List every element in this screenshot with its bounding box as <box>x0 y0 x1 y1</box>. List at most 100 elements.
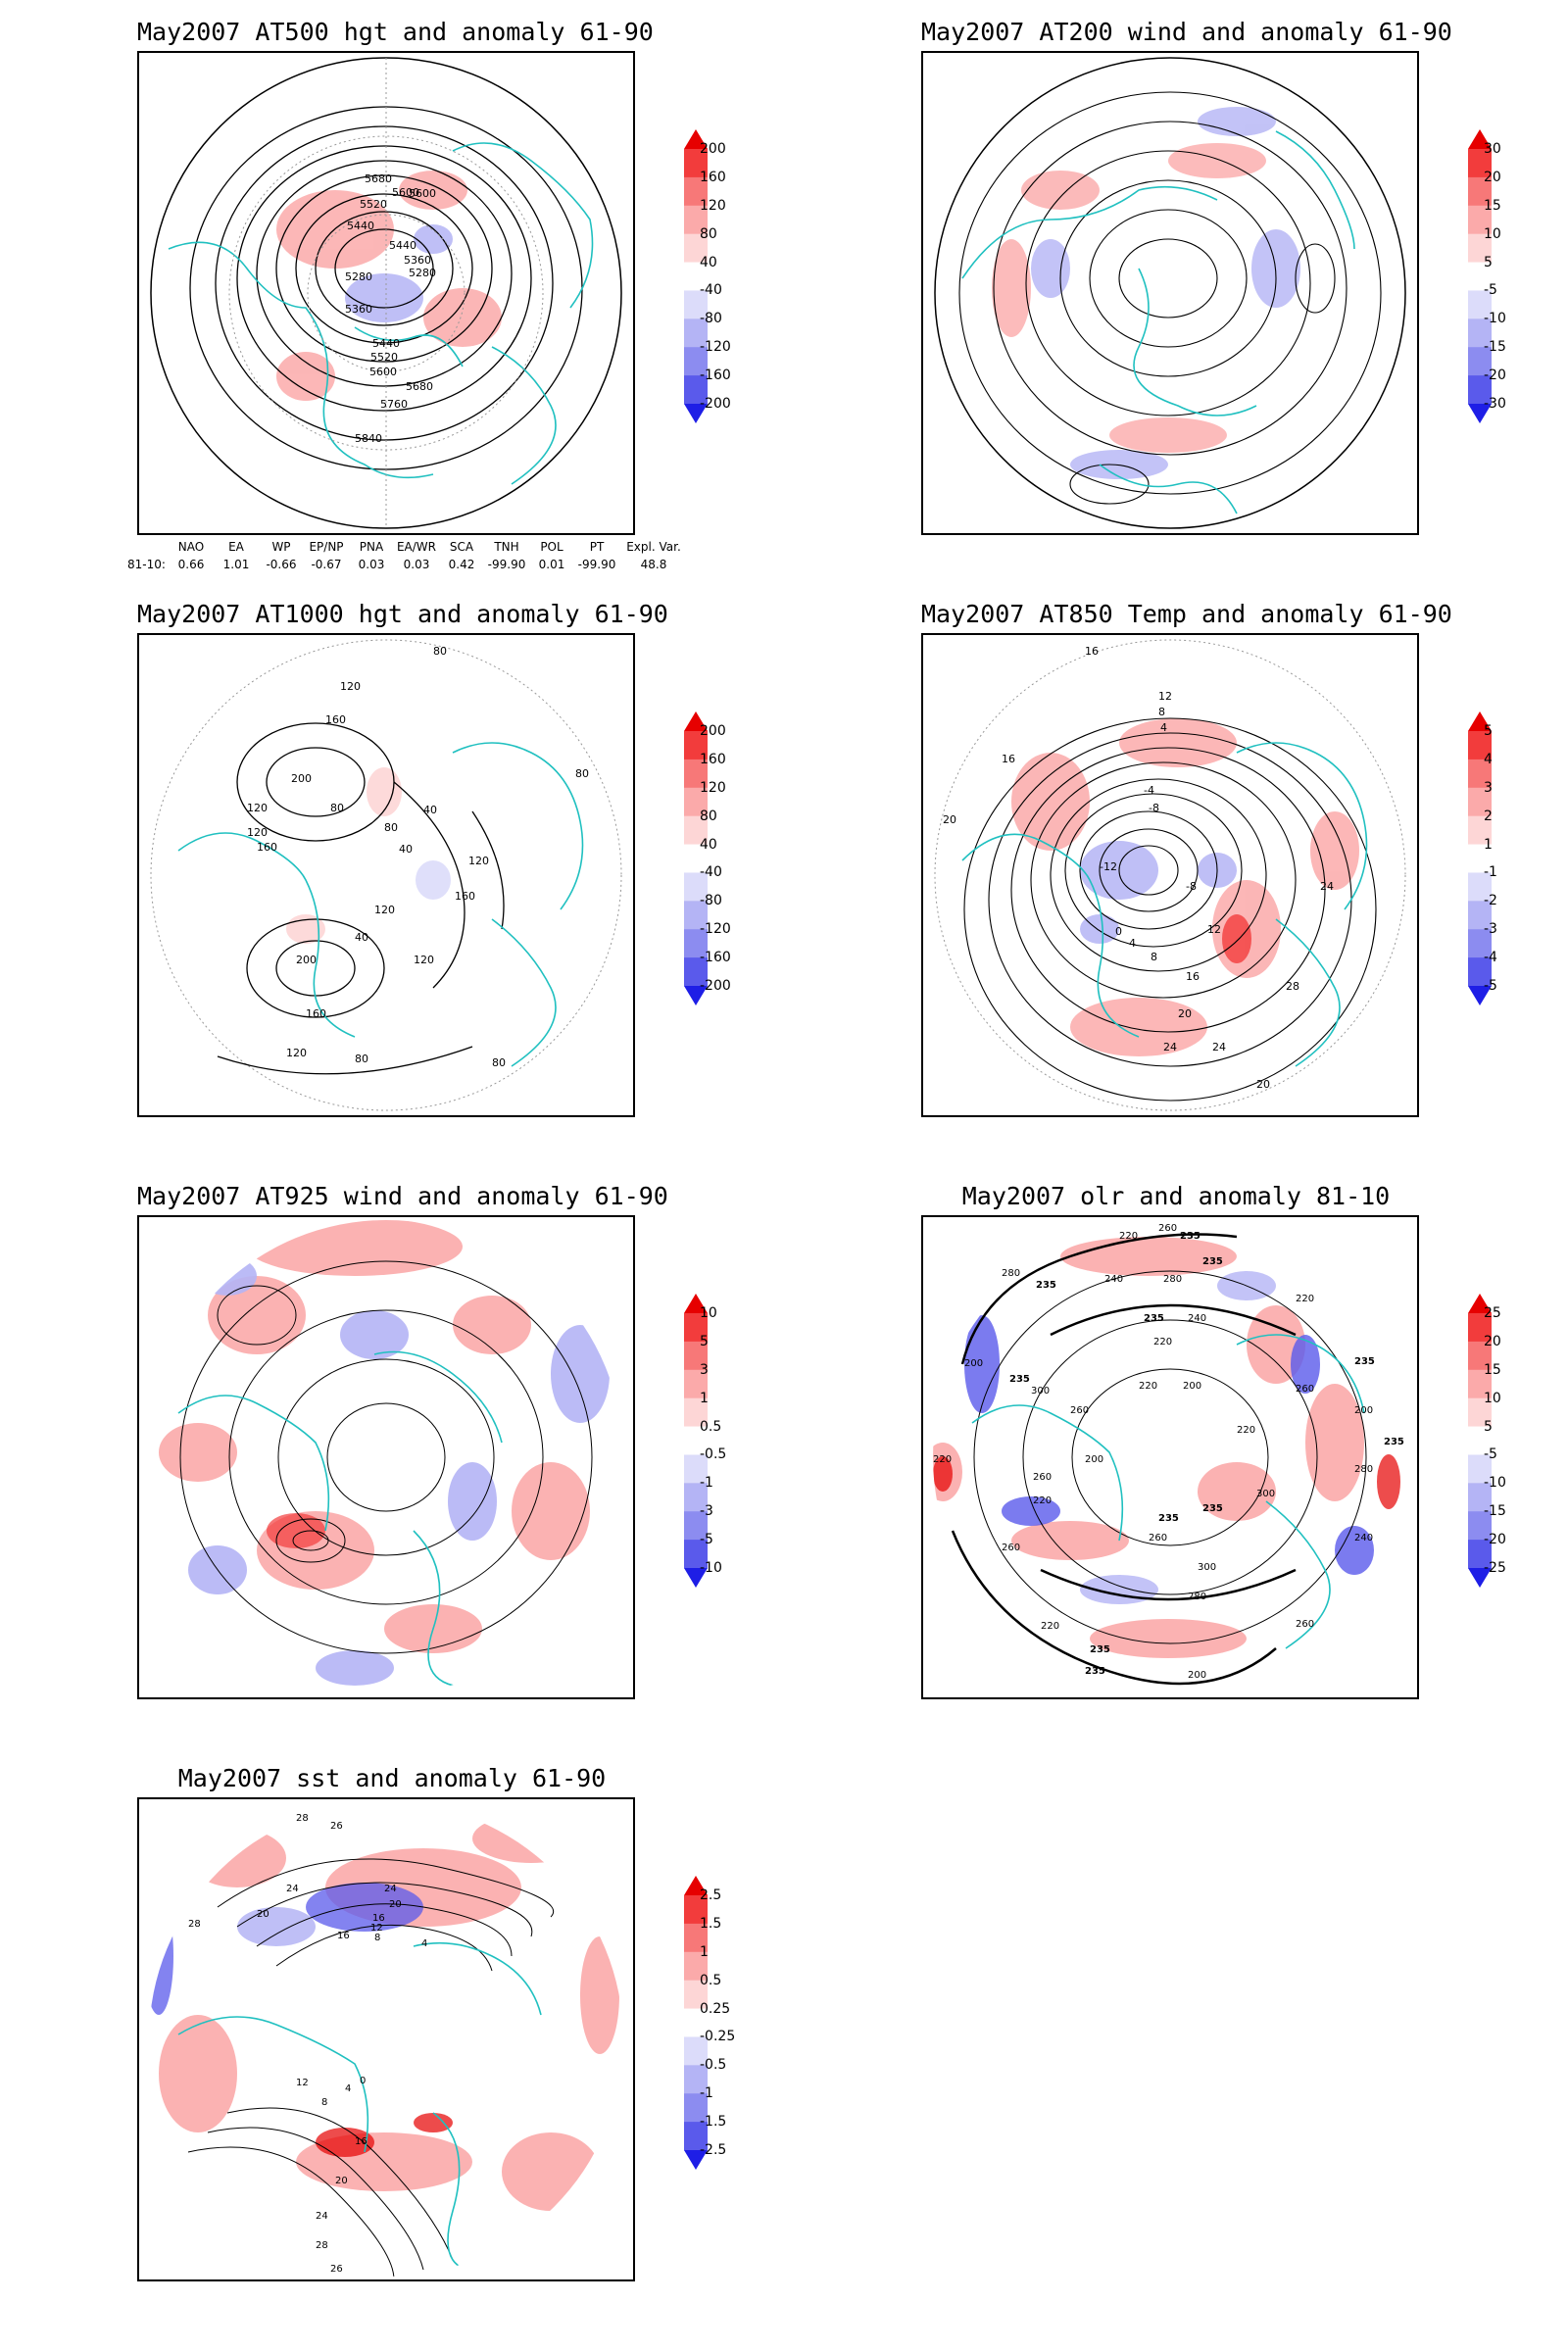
contour-label: 24 <box>1212 1041 1226 1054</box>
colorbar-tick-label: -10 <box>700 1560 722 1576</box>
colorbar-band <box>684 901 708 930</box>
colorbar-tick-label: -1 <box>1484 864 1497 881</box>
contour-label: 280 <box>1163 1274 1182 1285</box>
colorbar-band <box>684 1313 708 1343</box>
contour-label: 4 <box>345 2083 351 2094</box>
colorbar-tick-label: -5 <box>1484 1446 1497 1463</box>
map-frame <box>137 1215 635 1699</box>
colorbar-tick-label: 3 <box>700 1361 709 1378</box>
colorbar-band <box>1468 1540 1492 1569</box>
colorbar-top-arrow <box>1468 711 1492 731</box>
panel-title: May2007 AT500 hgt and anomaly 61-90 <box>137 18 654 46</box>
contour-label: 235 <box>1036 1280 1056 1291</box>
colorbar-band <box>684 844 708 873</box>
index-values: 81-10: 0.66 1.01 -0.66 -0.67 0.03 0.03 0… <box>127 556 755 573</box>
colorbar-labels: 25 20 15 10 5 -5 -10 -15 -20 -25 <box>1484 1294 1543 1588</box>
polar-map <box>149 1220 623 1694</box>
contour-label: 20 <box>943 813 956 826</box>
contour-label: 160 <box>257 841 277 854</box>
contour-label: 200 <box>964 1358 983 1369</box>
contour-label: 220 <box>933 1454 952 1465</box>
colorbar-band <box>684 1341 708 1371</box>
colorbar-tick-label: -2.5 <box>700 2142 727 2158</box>
colorbar-tick-label: -160 <box>700 950 731 966</box>
contour-label: 200 <box>291 772 312 785</box>
contour-label: 5600 <box>392 186 419 199</box>
contour-label: 220 <box>1153 1337 1172 1348</box>
index-value: -99.90 <box>487 558 526 571</box>
contour-label: 235 <box>1354 1356 1375 1367</box>
colorbar-tick-label: -1 <box>700 1475 713 1492</box>
contour-label: 235 <box>1384 1437 1404 1447</box>
colorbar-tick-label: -80 <box>700 311 722 327</box>
colorbar-tick-label: -1 <box>700 2085 713 2102</box>
contour-label: 120 <box>468 855 489 867</box>
contour-label: 16 <box>1085 645 1099 658</box>
contour-label: 260 <box>1002 1543 1020 1553</box>
colorbar-tick-label: -80 <box>700 893 722 909</box>
contour-label: 80 <box>492 1056 506 1069</box>
colorbar-tick-label: -3 <box>700 1503 713 1520</box>
colorbar-band <box>684 957 708 987</box>
map-frame <box>921 51 1419 535</box>
colorbar-tick-label: -40 <box>700 282 722 299</box>
index-value: 0.66 <box>177 558 205 571</box>
colorbar-band <box>1468 176 1492 207</box>
colorbar-band <box>1468 1426 1492 1455</box>
contour-label: 26 <box>330 2264 343 2275</box>
colorbar-band <box>684 176 708 207</box>
contour-label: 80 <box>433 645 447 658</box>
contour-label: 200 <box>1085 1454 1103 1465</box>
contour-label: 200 <box>1354 1405 1373 1416</box>
teleconnection-index-table: NAO EA WP EP/NP PNA EA/WR SCA TNH POL PT… <box>127 538 755 573</box>
contour-label: -12 <box>1100 860 1117 873</box>
index-value: 1.01 <box>222 558 250 571</box>
colorbar-tick-label: -120 <box>700 339 731 356</box>
panel-olr: May2007 olr and anomaly 81-10 <box>921 1182 1568 1731</box>
colorbar-tick-label: -1.5 <box>700 2114 727 2131</box>
contour-label: 16 <box>337 1931 350 1941</box>
index-header: NAO <box>177 540 205 554</box>
colorbar-band <box>684 1511 708 1541</box>
colorbar-tick-label: -5 <box>1484 978 1497 994</box>
contour-label: 220 <box>1041 1621 1059 1632</box>
contour-label: 80 <box>330 802 344 814</box>
contour-label: 260 <box>1296 1384 1314 1395</box>
colorbar-tick-label: 200 <box>700 723 726 739</box>
colorbar-band <box>1468 205 1492 235</box>
colorbar-labels: 5 4 3 2 1 -1 -2 -3 -4 -5 <box>1484 711 1543 1005</box>
contour-label: 120 <box>340 680 361 693</box>
colorbar-tick-label: -4 <box>1484 950 1497 966</box>
contour-label: 26 <box>330 1821 343 1832</box>
colorbar-band <box>684 1540 708 1569</box>
colorbar-tick-label: 0.5 <box>700 1972 722 1988</box>
contour-label: 0 <box>1115 925 1122 938</box>
colorbar-band <box>1468 1511 1492 1541</box>
index-header: PNA <box>359 540 384 554</box>
colorbar-labels: 200 160 120 80 40 -40 -80 -120 -160 -200 <box>700 129 759 423</box>
contour-label: 240 <box>1354 1533 1373 1544</box>
colorbar-band <box>1468 1483 1492 1512</box>
contour-label: 40 <box>399 843 413 856</box>
colorbar-band <box>684 815 708 846</box>
index-value: -0.66 <box>266 558 297 571</box>
colorbar-tick-label: 0.25 <box>700 2000 731 2017</box>
panel-title: May2007 olr and anomaly 81-10 <box>961 1182 1391 1210</box>
index-value: 48.8 <box>640 558 667 571</box>
polar-map: 16 12 8 4 16 20 -4 -8 -12 -8 0 4 8 12 24… <box>934 639 1406 1111</box>
contour-label: 20 <box>389 1899 402 1910</box>
contour-label: 40 <box>423 804 437 816</box>
contour-label: 5680 <box>365 172 392 185</box>
index-header: POL <box>540 540 564 554</box>
contour-label: 235 <box>1202 1503 1223 1514</box>
colorbar-tick-label: 10 <box>1484 1390 1501 1406</box>
contour-label: 4 <box>421 1938 427 1949</box>
index-value: 0.03 <box>358 558 385 571</box>
colorbar <box>1468 711 1492 1005</box>
colorbar-band <box>684 731 708 760</box>
colorbar-band <box>684 872 708 902</box>
colorbar-band <box>1468 233 1492 264</box>
contour-label: 120 <box>374 904 395 916</box>
contour-label: 280 <box>1188 1592 1206 1602</box>
colorbar-tick-label: 80 <box>700 225 717 242</box>
